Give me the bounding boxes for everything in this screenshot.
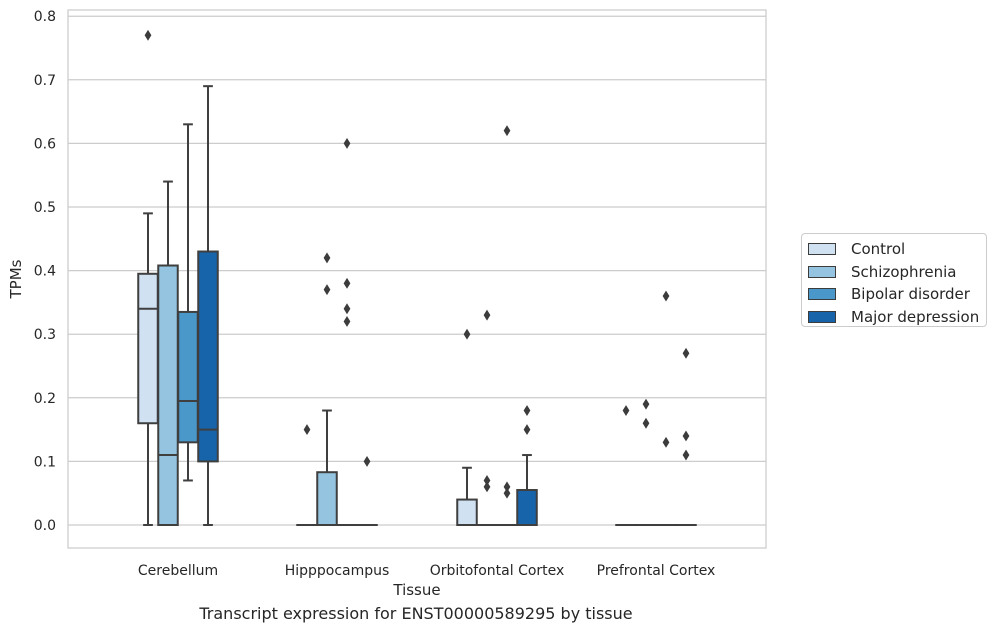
y-tick-label: 0.5 bbox=[34, 200, 56, 216]
box-3-1 bbox=[356, 455, 378, 527]
box-0-2 bbox=[456, 328, 478, 526]
outlier-point bbox=[682, 430, 690, 442]
outlier-point bbox=[503, 125, 511, 137]
legend-swatch-major-depression bbox=[808, 310, 836, 323]
outlier-point bbox=[503, 481, 511, 493]
y-tick-label: 0.4 bbox=[34, 264, 56, 280]
box-2-1 bbox=[336, 137, 358, 527]
box-1-2 bbox=[476, 309, 498, 527]
box-3-2 bbox=[516, 405, 538, 526]
outlier-point bbox=[662, 290, 670, 302]
outlier-point bbox=[343, 316, 351, 327]
legend-swatch-schizophrenia bbox=[808, 265, 836, 278]
x-tick-label: Hipppocampus bbox=[285, 563, 390, 579]
y-tick-label: 0.7 bbox=[34, 73, 56, 89]
outlier-point bbox=[463, 328, 471, 340]
outlier-point bbox=[483, 481, 491, 493]
outlier-point bbox=[144, 29, 152, 41]
legend-swatch-bipolar-disorder bbox=[808, 288, 836, 301]
x-tick-label: Prefrontal Cortex bbox=[597, 563, 716, 579]
box-body bbox=[456, 498, 478, 526]
box-body bbox=[316, 471, 338, 527]
outlier-point bbox=[343, 277, 351, 289]
outlier-point bbox=[622, 405, 630, 416]
y-tick-label: 0.0 bbox=[34, 518, 56, 534]
outlier-point bbox=[503, 487, 511, 499]
legend: Control Schizophrenia Bipolar disorder M… bbox=[801, 233, 987, 327]
box-1-1 bbox=[316, 252, 338, 527]
outlier-point bbox=[642, 398, 650, 410]
box-2-2 bbox=[496, 125, 518, 527]
box-2-0 bbox=[177, 123, 199, 482]
outlier-point bbox=[363, 455, 371, 467]
outlier-point bbox=[483, 475, 491, 486]
chart-caption: Transcript expression for ENST0000058929… bbox=[199, 604, 633, 623]
box-1-0 bbox=[157, 180, 179, 526]
box-1-3 bbox=[635, 398, 657, 527]
legend-item-control: Control bbox=[808, 238, 986, 261]
outlier-point bbox=[682, 347, 690, 359]
outlier-point bbox=[323, 284, 331, 296]
outlier-point bbox=[343, 303, 351, 315]
box-3-3 bbox=[675, 347, 697, 527]
outlier-point bbox=[343, 137, 351, 149]
outlier-point bbox=[303, 424, 311, 436]
outlier-point bbox=[323, 252, 331, 264]
y-tick-label: 0.1 bbox=[34, 454, 56, 470]
box-2-3 bbox=[655, 290, 677, 527]
outlier-point bbox=[523, 424, 531, 436]
legend-label-bipolar-disorder: Bipolar disorder bbox=[851, 285, 970, 304]
box-body bbox=[197, 250, 219, 463]
legend-label-major-depression: Major depression bbox=[851, 307, 980, 326]
box-3-0 bbox=[197, 85, 219, 526]
y-tick-label: 0.8 bbox=[34, 9, 56, 25]
x-axis-label: Tissue bbox=[392, 581, 440, 599]
outlier-point bbox=[523, 405, 531, 416]
y-tick-label: 0.3 bbox=[34, 327, 56, 343]
legend-label-control: Control bbox=[851, 240, 906, 259]
y-tick-label: 0.2 bbox=[34, 391, 56, 407]
x-tick-label: Cerebellum bbox=[138, 563, 218, 579]
outlier-point bbox=[642, 417, 650, 429]
outlier-point bbox=[483, 309, 491, 321]
plot-frame bbox=[67, 9, 767, 549]
boxes bbox=[137, 29, 697, 527]
y-axis-label: TPMs bbox=[7, 259, 25, 299]
y-tick-labels: 0.0 0.1 0.2 0.3 0.4 0.5 0.6 0.7 0.8 bbox=[34, 9, 56, 534]
box-0-0 bbox=[137, 29, 159, 526]
legend-item-major-depression: Major depression bbox=[808, 306, 986, 329]
legend-item-bipolar-disorder: Bipolar disorder bbox=[808, 283, 986, 306]
box-body bbox=[516, 489, 538, 526]
x-tick-labels: Cerebellum Hipppocampus Orbitofontal Corte… bbox=[138, 563, 715, 579]
box-0-1 bbox=[296, 424, 318, 527]
x-tick-label: Orbitofontal Cortex bbox=[430, 563, 565, 579]
box-body bbox=[137, 272, 159, 425]
box-0-3 bbox=[615, 405, 637, 527]
box-body bbox=[157, 264, 179, 526]
outlier-point bbox=[662, 436, 670, 448]
legend-label-schizophrenia: Schizophrenia bbox=[851, 262, 957, 281]
legend-swatch-control bbox=[808, 243, 836, 256]
outlier-point bbox=[682, 449, 690, 461]
legend-item-schizophrenia: Schizophrenia bbox=[808, 261, 986, 284]
box-body bbox=[177, 310, 199, 444]
y-tick-label: 0.6 bbox=[34, 136, 56, 152]
